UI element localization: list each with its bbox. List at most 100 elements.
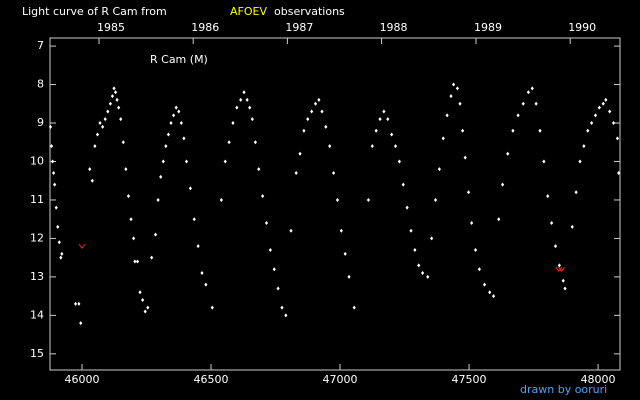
observation-point <box>331 171 336 176</box>
observation-point <box>561 278 565 283</box>
observation-point <box>171 113 176 118</box>
observation-point <box>590 121 594 126</box>
observation-point <box>608 109 612 114</box>
top-tick-label: 1990 <box>568 21 596 34</box>
observation-point <box>264 221 269 226</box>
observation-point <box>500 182 505 187</box>
observation-point <box>276 286 280 291</box>
observation-point <box>174 105 178 110</box>
observation-point <box>204 282 208 287</box>
observation-point <box>200 271 204 276</box>
y-tick-label: 7 <box>37 39 44 52</box>
observation-point <box>553 244 558 249</box>
top-tick-label: 1986 <box>191 21 219 34</box>
observation-point <box>477 267 481 272</box>
observation-point <box>54 205 58 210</box>
observation-point <box>506 151 510 156</box>
observation-point <box>132 236 136 241</box>
observation-point <box>339 228 343 233</box>
observation-point <box>317 97 321 102</box>
observation-point <box>156 197 160 202</box>
observation-point <box>397 159 401 164</box>
observation-point <box>550 221 554 226</box>
observation-point <box>56 224 60 229</box>
chart-title: observations <box>274 5 345 18</box>
y-tick-label: 15 <box>30 347 44 360</box>
observation-point <box>473 247 478 252</box>
observation-point <box>557 263 561 268</box>
observation-point <box>143 309 147 314</box>
y-tick-label: 12 <box>30 231 44 244</box>
observation-point <box>245 97 249 102</box>
observation-point <box>113 90 118 95</box>
x-tick-label: 47000 <box>323 373 358 386</box>
observation-point <box>77 301 81 306</box>
observation-point <box>261 194 265 199</box>
observation-point <box>597 105 601 110</box>
observation-point <box>449 94 453 99</box>
observation-point <box>426 274 430 279</box>
observation-point <box>470 221 474 226</box>
observation-point <box>159 174 163 179</box>
observation-point <box>409 228 413 233</box>
observation-point <box>445 113 449 118</box>
y-tick-label: 10 <box>30 154 44 167</box>
observation-point <box>126 194 131 199</box>
x-tick-label: 46500 <box>194 373 229 386</box>
observation-point <box>98 121 102 126</box>
x-tick-label: 48000 <box>581 373 616 386</box>
chart-title: Light curve of R Cam from <box>22 5 167 18</box>
observation-point <box>405 205 409 210</box>
upper-limit-marker <box>555 266 563 273</box>
observation-point <box>306 117 310 122</box>
observation-point <box>108 101 112 106</box>
observation-point <box>289 228 293 233</box>
observation-point <box>106 109 110 114</box>
observation-point <box>272 267 276 272</box>
observation-point <box>57 240 61 245</box>
observation-point <box>164 144 168 149</box>
top-tick-label: 1989 <box>474 21 502 34</box>
observation-point <box>458 101 462 106</box>
observation-point <box>153 232 158 237</box>
observation-point <box>146 305 150 310</box>
observation-point <box>79 321 83 326</box>
observation-point <box>182 136 186 141</box>
observation-point <box>179 121 183 126</box>
observation-point <box>617 171 621 176</box>
observation-point <box>570 224 574 229</box>
upper-limit-marker <box>558 266 565 273</box>
observation-point <box>59 255 63 260</box>
observation-point <box>382 109 386 114</box>
observation-point <box>161 159 165 164</box>
observation-point <box>166 132 171 137</box>
observation-point <box>563 286 567 291</box>
observation-point <box>50 159 55 164</box>
observation-point <box>90 178 94 183</box>
x-tick-label: 47500 <box>452 373 487 386</box>
observation-point <box>401 182 405 187</box>
annotation: R Cam (M) <box>150 53 208 66</box>
observation-point <box>433 197 438 202</box>
observation-point <box>417 263 421 268</box>
observation-point <box>604 97 608 102</box>
observation-point <box>135 259 140 264</box>
observation-point <box>582 144 586 149</box>
observation-point <box>466 190 471 195</box>
observation-point <box>235 105 239 110</box>
y-tick-label: 8 <box>37 78 44 91</box>
observation-point <box>611 121 616 126</box>
observation-point <box>177 109 181 114</box>
observation-point <box>421 271 425 276</box>
observation-point <box>133 259 137 264</box>
observation-point <box>196 244 200 249</box>
observation-point <box>390 132 394 137</box>
observation-point <box>324 124 328 129</box>
observation-point <box>430 236 434 241</box>
observation-point <box>219 197 223 202</box>
observation-point <box>335 197 340 202</box>
observation-point <box>488 290 492 295</box>
observation-point <box>441 136 445 141</box>
